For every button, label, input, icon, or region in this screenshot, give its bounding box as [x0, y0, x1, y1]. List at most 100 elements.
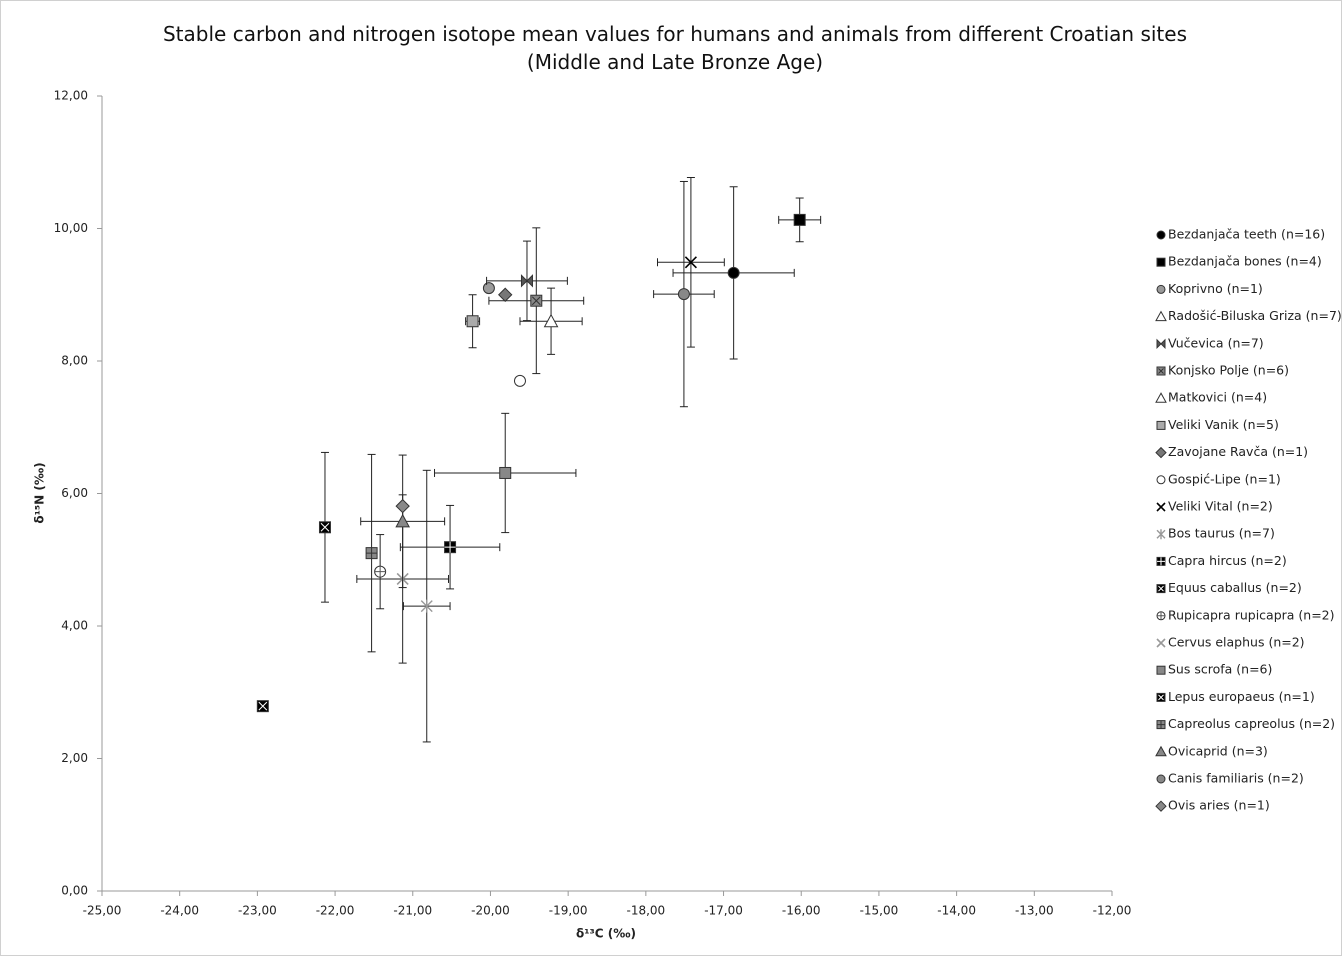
legend-marker — [1156, 638, 1166, 648]
legend-label: Bos taurus (n=7) — [1168, 526, 1275, 541]
legend-label: Zavojane Ravča (n=1) — [1168, 444, 1308, 459]
point — [499, 466, 512, 479]
legend-label: Canis familiaris (n=2) — [1168, 771, 1304, 786]
marker-part — [466, 315, 479, 328]
point — [513, 374, 526, 387]
marker-part — [499, 466, 512, 479]
legend-label: Bezdanjača bones (n=4) — [1168, 254, 1322, 269]
point — [395, 498, 410, 514]
marker-part — [395, 513, 411, 528]
point — [365, 547, 378, 560]
x-tick-label: -17,00 — [704, 904, 743, 918]
y-tick-label: 8,00 — [61, 354, 88, 368]
legend-marker — [1156, 502, 1166, 512]
marker-part — [395, 498, 410, 514]
legend-label: Koprivno (n=1) — [1168, 281, 1263, 296]
y-tick-label: 2,00 — [61, 751, 88, 765]
marker-part — [1156, 475, 1166, 485]
x-tick-label: -23,00 — [238, 904, 277, 918]
marker-part — [677, 288, 690, 301]
point — [420, 599, 433, 613]
point — [444, 541, 457, 554]
marker-part — [1156, 638, 1166, 648]
marker-part — [374, 566, 386, 578]
legend-marker — [1156, 556, 1166, 566]
marker-part — [258, 701, 268, 711]
legend-marker — [1155, 310, 1167, 322]
marker-part — [543, 313, 559, 328]
marker-part — [1156, 338, 1166, 350]
marker-part — [444, 541, 456, 553]
legend-marker — [1155, 446, 1167, 459]
marker-part — [482, 282, 495, 295]
marker-part — [1155, 745, 1167, 757]
legend-label: Lepus europaeus (n=1) — [1168, 689, 1315, 704]
y-tick-label: 4,00 — [61, 619, 88, 633]
legend-label: Radošić-Biluska Griza (n=7) — [1168, 308, 1342, 323]
marker-part — [1158, 694, 1164, 701]
legend-label: Ovis aries (n=1) — [1168, 798, 1270, 813]
marker-part — [1156, 529, 1166, 540]
marker-part — [1157, 557, 1165, 566]
x-tick-label: -15,00 — [860, 904, 899, 918]
marker-part — [793, 213, 806, 226]
point — [727, 266, 740, 279]
legend-marker — [1156, 720, 1166, 730]
legend-label: Sus scrofa (n=6) — [1168, 662, 1272, 677]
legend-marker — [1156, 420, 1166, 430]
y-tick-label: 10,00 — [54, 221, 88, 235]
point — [543, 313, 559, 328]
point — [395, 513, 411, 528]
y-tick-label: 0,00 — [61, 884, 88, 898]
marker-part — [1156, 230, 1166, 240]
legend-marker — [1155, 392, 1167, 403]
x-tick-label: -24,00 — [160, 904, 199, 918]
point — [374, 565, 387, 578]
legend-marker — [1156, 366, 1166, 376]
x-axis-label: δ¹³C (‰) — [576, 927, 636, 941]
marker-part — [366, 547, 378, 559]
point — [466, 315, 479, 328]
x-tick-label: -22,00 — [316, 904, 355, 918]
legend-label: Bezdanjača teeth (n=16) — [1168, 227, 1325, 242]
x-tick-label: -16,00 — [782, 904, 821, 918]
marker-part — [1155, 310, 1167, 322]
legend-marker — [1155, 745, 1167, 757]
x-tick-label: -13,00 — [1015, 904, 1054, 918]
marker-part — [513, 374, 526, 387]
legend-label: Veliki Vanik (n=5) — [1168, 417, 1279, 432]
legend-marker — [1156, 665, 1166, 675]
legend-marker — [1156, 774, 1166, 784]
point — [318, 521, 331, 534]
legend-label: Capreolus capreolus (n=2) — [1168, 716, 1335, 731]
y-axis-label: δ¹⁵N (‰) — [33, 462, 47, 523]
marker-part — [531, 296, 541, 306]
y-tick-label: 6,00 — [61, 486, 88, 500]
x-tick-label: -14,00 — [937, 904, 976, 918]
marker-part — [320, 522, 330, 532]
legend-label: Gospić-Lipe (n=1) — [1168, 471, 1281, 486]
legend-label: Veliki Vital (n=2) — [1168, 499, 1273, 514]
point — [530, 294, 543, 307]
marker-part — [520, 274, 533, 288]
marker-part — [420, 599, 433, 613]
legend-marker — [1155, 800, 1167, 812]
legend-label: Matkovici (n=4) — [1168, 390, 1267, 405]
y-tick-label: 12,00 — [54, 89, 88, 103]
marker-part — [1156, 665, 1166, 675]
legend-label: Konjsko Polje (n=6) — [1168, 363, 1289, 378]
marker-part — [727, 266, 740, 279]
marker-part — [1156, 502, 1166, 512]
point — [498, 287, 513, 302]
legend-label: Capra hircus (n=2) — [1168, 553, 1287, 568]
marker-part — [684, 256, 697, 269]
x-tick-label: -12,00 — [1093, 904, 1132, 918]
x-tick-label: -25,00 — [83, 904, 122, 918]
marker-part — [1155, 446, 1167, 459]
marker-part — [498, 287, 513, 302]
point — [256, 700, 269, 713]
legend-label: Vučevica (n=7) — [1168, 335, 1264, 350]
